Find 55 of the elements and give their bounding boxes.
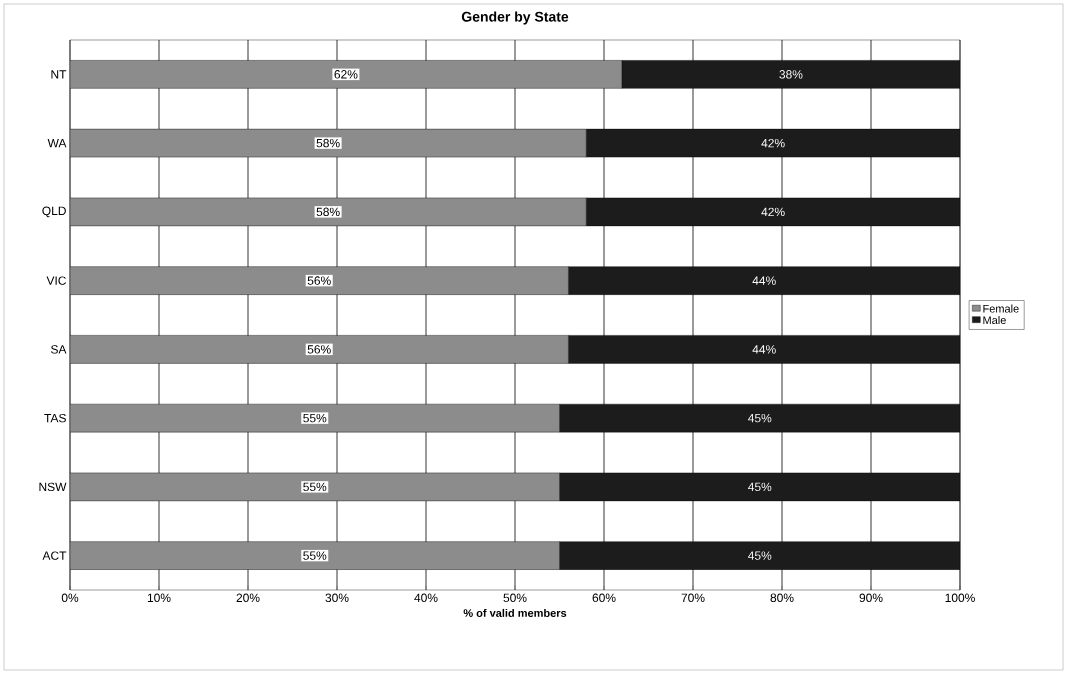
x-tick-label: 70% xyxy=(681,593,705,603)
bar xyxy=(70,472,560,502)
bar xyxy=(559,403,961,433)
data-label: 45% xyxy=(748,551,772,560)
bar xyxy=(70,541,560,570)
x-axis-title: % of valid members xyxy=(463,608,567,617)
data-label: 56% xyxy=(307,276,331,285)
bar xyxy=(70,197,587,227)
x-tick-label: 10% xyxy=(147,593,171,603)
data-label: 55% xyxy=(303,482,327,492)
bar xyxy=(568,266,961,295)
y-tick-label: ACT xyxy=(42,551,67,560)
data-label: 55% xyxy=(303,413,327,423)
bar xyxy=(70,60,623,89)
data-label: 45% xyxy=(748,482,772,492)
legend-label: Female xyxy=(983,304,1019,313)
bar xyxy=(70,335,569,364)
bar xyxy=(559,541,961,570)
x-tick-label: 100% xyxy=(945,593,975,603)
data-label: 58% xyxy=(316,138,340,148)
bar xyxy=(70,403,560,433)
y-tick-label: VIC xyxy=(46,276,67,285)
data-label: 58% xyxy=(316,207,340,217)
legend-label: Male xyxy=(983,316,1006,325)
x-tick-label: 20% xyxy=(236,593,260,603)
data-label: 44% xyxy=(752,345,776,354)
bar xyxy=(568,335,961,364)
bar xyxy=(70,266,569,295)
x-tick-label: 80% xyxy=(770,593,794,603)
y-tick-label: SA xyxy=(51,345,67,354)
data-label: 62% xyxy=(334,70,358,79)
x-tick-label: 30% xyxy=(325,593,349,603)
bar xyxy=(559,472,961,502)
chart-title: Gender by State xyxy=(461,11,569,25)
data-label: 44% xyxy=(752,276,776,285)
data-label: 42% xyxy=(761,138,785,148)
y-tick-label: WA xyxy=(47,139,67,148)
y-tick-label: NSW xyxy=(39,482,67,492)
data-label: 56% xyxy=(307,345,331,354)
bar xyxy=(586,197,961,227)
data-label: 45% xyxy=(748,413,772,423)
x-tick-label: 60% xyxy=(592,593,616,603)
bar xyxy=(621,60,961,89)
data-label: 55% xyxy=(303,551,327,560)
y-tick-label: QLD xyxy=(42,206,66,218)
data-label: 42% xyxy=(761,207,785,217)
x-tick-label: 0% xyxy=(61,593,79,603)
bar xyxy=(70,128,587,158)
x-tick-label: 90% xyxy=(859,593,883,603)
y-tick-label: NT xyxy=(51,70,67,79)
x-tick-label: 40% xyxy=(414,593,438,603)
data-label: 38% xyxy=(779,70,803,79)
x-tick-label: 50% xyxy=(503,593,527,603)
y-tick-label: TAS xyxy=(44,413,66,423)
bar xyxy=(586,128,961,158)
